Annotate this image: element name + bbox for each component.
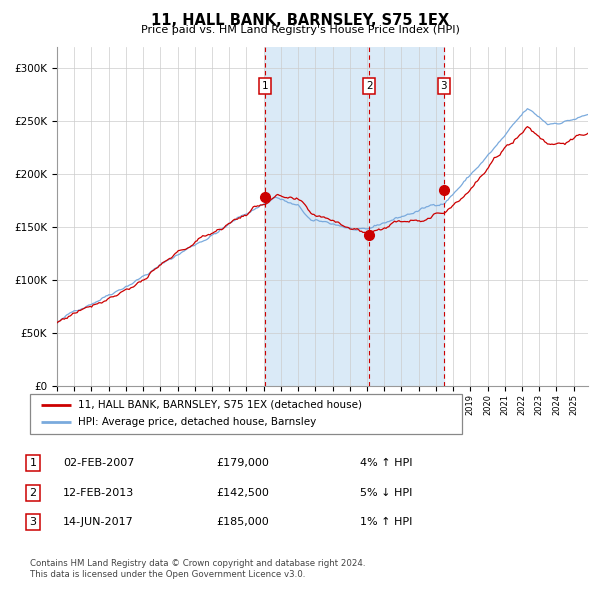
Text: £185,000: £185,000 xyxy=(216,517,269,527)
Text: 1: 1 xyxy=(29,458,37,468)
Text: 4% ↑ HPI: 4% ↑ HPI xyxy=(360,458,413,468)
Text: £142,500: £142,500 xyxy=(216,488,269,497)
Text: This data is licensed under the Open Government Licence v3.0.: This data is licensed under the Open Gov… xyxy=(30,571,305,579)
Text: HPI: Average price, detached house, Barnsley: HPI: Average price, detached house, Barn… xyxy=(77,417,316,427)
Text: 11, HALL BANK, BARNSLEY, S75 1EX (detached house): 11, HALL BANK, BARNSLEY, S75 1EX (detach… xyxy=(77,400,362,410)
Text: Price paid vs. HM Land Registry's House Price Index (HPI): Price paid vs. HM Land Registry's House … xyxy=(140,25,460,35)
Text: £179,000: £179,000 xyxy=(216,458,269,468)
Text: 02-FEB-2007: 02-FEB-2007 xyxy=(63,458,134,468)
Text: 1% ↑ HPI: 1% ↑ HPI xyxy=(360,517,412,527)
Text: 5% ↓ HPI: 5% ↓ HPI xyxy=(360,488,412,497)
Text: 2: 2 xyxy=(366,81,373,91)
Text: 3: 3 xyxy=(440,81,447,91)
Text: 12-FEB-2013: 12-FEB-2013 xyxy=(63,488,134,497)
Text: 3: 3 xyxy=(29,517,37,527)
Text: 14-JUN-2017: 14-JUN-2017 xyxy=(63,517,134,527)
Text: 2: 2 xyxy=(29,488,37,497)
Bar xyxy=(265,47,444,386)
Text: 11, HALL BANK, BARNSLEY, S75 1EX: 11, HALL BANK, BARNSLEY, S75 1EX xyxy=(151,13,449,28)
Text: 1: 1 xyxy=(262,81,269,91)
Text: Contains HM Land Registry data © Crown copyright and database right 2024.: Contains HM Land Registry data © Crown c… xyxy=(30,559,365,568)
